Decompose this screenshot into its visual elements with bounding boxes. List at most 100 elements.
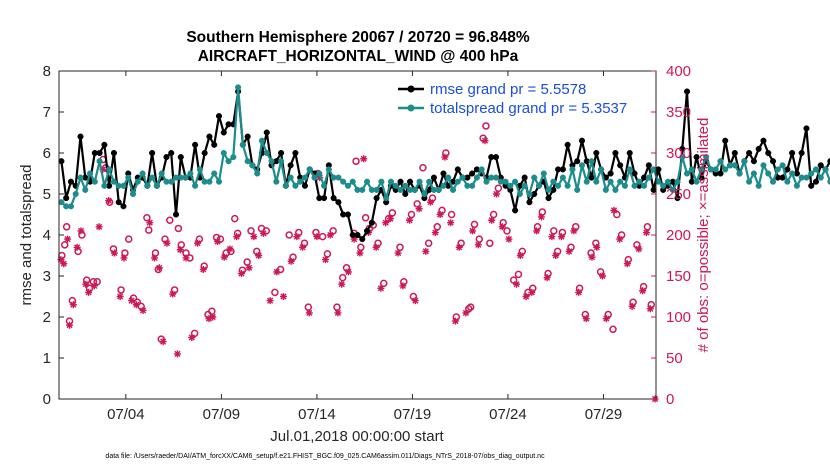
right-tick-label: 350 <box>666 104 691 121</box>
spread-point <box>703 154 710 161</box>
obs-assimilated-marker <box>623 260 631 268</box>
spread-point <box>683 170 691 177</box>
x-tick-label: 07/29 <box>585 406 623 423</box>
left-tick-label: 1 <box>43 350 51 367</box>
spread-point <box>402 182 409 189</box>
obs-assimilated-marker <box>548 233 556 241</box>
rmse-point <box>545 195 552 202</box>
obs-assimilated-marker <box>205 315 213 323</box>
spread-point <box>502 178 509 185</box>
spread-point <box>82 186 89 193</box>
left-axis-ticks: 0 1 2 3 4 5 6 7 8 <box>43 63 64 408</box>
obs-assimilated-marker <box>194 239 202 247</box>
obs-assimilated-marker <box>188 334 196 341</box>
obs-possible-marker <box>465 305 473 313</box>
obs-assimilated-marker <box>132 301 140 309</box>
rmse-point <box>120 203 127 210</box>
obs-assimilated-marker <box>399 282 407 290</box>
rmse-point <box>211 141 218 148</box>
spread-point <box>445 174 452 181</box>
spread-point <box>540 170 547 177</box>
obs-assimilated-marker <box>474 241 482 249</box>
spread-point <box>602 186 609 193</box>
obs-assimilated-marker <box>220 253 228 261</box>
obs-possible-marker <box>643 223 652 231</box>
obs-assimilated-marker <box>455 243 463 251</box>
obs-assimilated-marker <box>110 249 118 257</box>
obs-possible-marker <box>338 273 347 282</box>
obs-assimilated-marker <box>451 317 459 325</box>
rmse-point <box>789 149 796 157</box>
obs-assimilated-marker <box>350 235 358 243</box>
obs-assimilated-marker <box>441 153 449 161</box>
spread-point <box>803 174 810 181</box>
spread-point <box>731 162 738 169</box>
rmse-point <box>645 162 652 169</box>
obs-assimilated-marker <box>498 223 506 231</box>
rmse-point <box>430 174 437 181</box>
rmse-point <box>364 227 371 234</box>
legend-rmse-marker <box>407 85 415 93</box>
rmse-point <box>96 149 103 157</box>
spread-point <box>674 178 681 185</box>
x-tick-label: 07/09 <box>203 406 241 423</box>
spread-point <box>555 182 562 189</box>
spread-point <box>426 178 433 185</box>
x-axis-ticks: 07/04 07/09 07/14 07/19 07/24 07/29 <box>107 71 622 423</box>
obs-assimilated-marker <box>557 233 565 241</box>
rmse-point <box>168 149 175 157</box>
rmse-point <box>674 195 681 202</box>
legend-rmse-label: rmse grand pr = 5.5578 <box>430 81 586 98</box>
spread-point <box>545 186 552 193</box>
spread-point <box>258 137 266 144</box>
left-tick-label: 0 <box>43 391 51 408</box>
rmse-point <box>110 149 117 157</box>
rmse-point <box>172 211 180 218</box>
spread-point <box>827 178 830 185</box>
obs-assimilated-marker <box>462 309 470 317</box>
spread-point <box>564 182 571 189</box>
obs-assimilated-marker <box>233 233 241 241</box>
spread-point <box>235 84 242 91</box>
obs-assimilated-marker <box>159 338 167 346</box>
obs-assimilated-marker <box>266 297 274 305</box>
spread-point <box>321 182 328 189</box>
spread-point <box>789 170 796 177</box>
obs-assimilated-marker <box>57 256 65 264</box>
spread-point <box>722 166 729 173</box>
spread-point <box>249 162 256 169</box>
obs-assimilated-marker <box>492 190 500 198</box>
x-tick-label: 07/24 <box>489 406 527 423</box>
obs-assimilated-marker <box>422 247 430 255</box>
obs-assimilated-marker <box>635 245 643 253</box>
spread-point <box>263 149 270 157</box>
spread-point <box>822 166 829 173</box>
obs-possible-marker <box>145 226 153 234</box>
legend-spread-marker <box>407 104 415 112</box>
spread-point <box>535 182 543 189</box>
obs-assimilated-marker <box>447 219 455 227</box>
rmse-point <box>559 166 566 173</box>
rmse-point <box>454 166 461 173</box>
rmse-point <box>798 149 805 157</box>
rmse-point <box>512 207 519 214</box>
spread-point <box>316 170 323 177</box>
rmse-point <box>192 141 199 148</box>
rmse-point <box>278 149 285 157</box>
spread-point <box>373 186 380 193</box>
spread-point <box>779 162 786 169</box>
obs-possible-marker <box>247 227 255 235</box>
right-tick-label: 250 <box>666 186 691 203</box>
spread-point <box>158 170 165 177</box>
obs-assimilated-marker <box>199 265 207 273</box>
spread-point <box>192 182 199 189</box>
rmse-point <box>693 154 700 161</box>
spread-point <box>72 190 79 198</box>
spread-point <box>139 170 146 177</box>
spread-point <box>736 170 743 177</box>
obs-assimilated-marker <box>182 254 190 262</box>
spread-point <box>301 174 309 181</box>
spread-point <box>516 190 523 198</box>
rmse-point <box>492 154 500 161</box>
